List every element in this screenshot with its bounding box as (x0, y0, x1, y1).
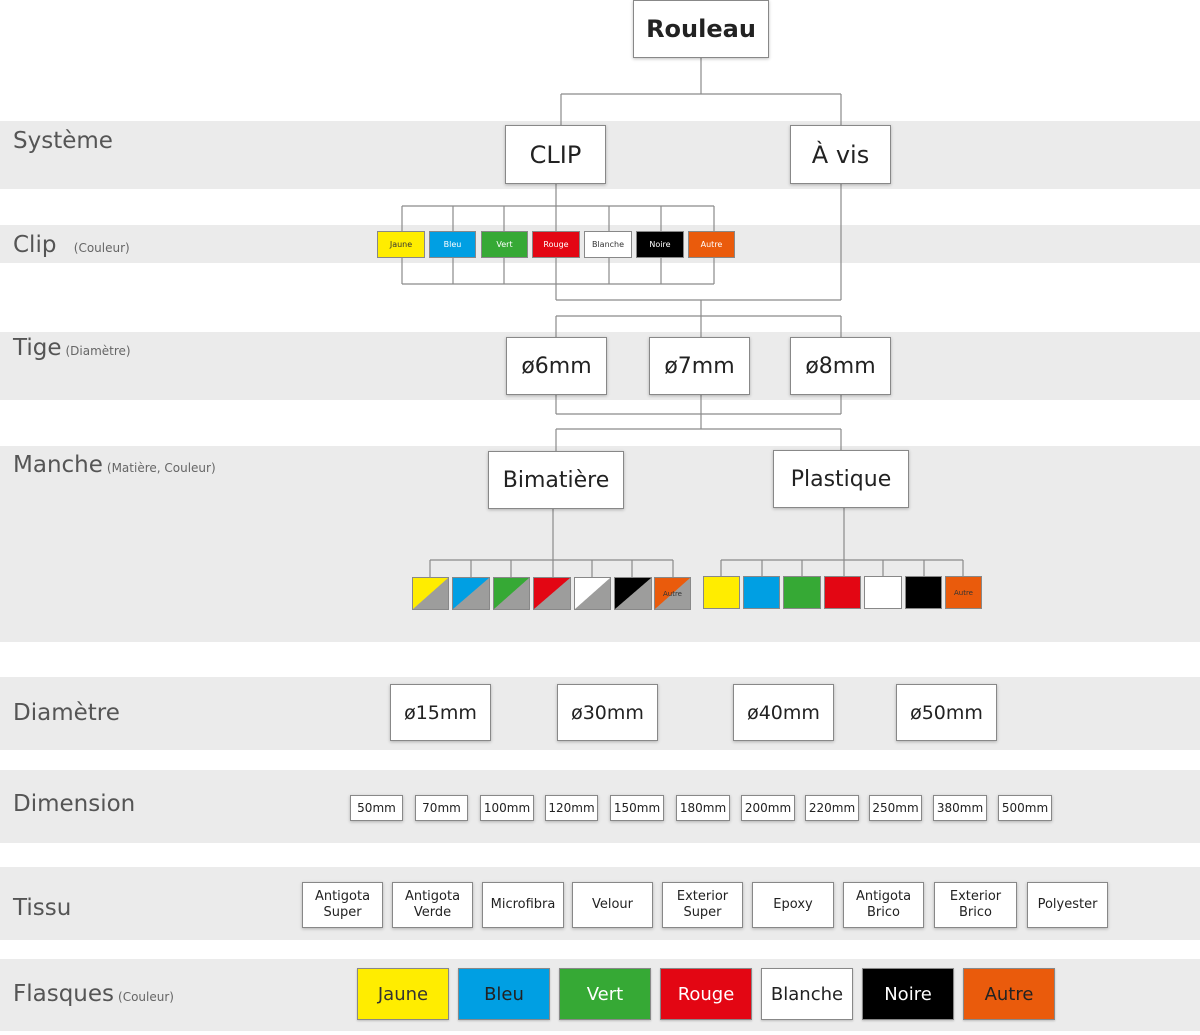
bimatiere-color-autre[interactable]: Autre (654, 577, 691, 610)
row-label-systeme: Système (13, 128, 113, 154)
row-sublabel-clip: (Couleur) (73, 241, 130, 255)
tissu-exterior-super[interactable]: Exterior Super (662, 882, 743, 928)
dimension-120mm[interactable]: 120mm (545, 795, 598, 821)
flasque-color-bleu[interactable]: Bleu (458, 968, 550, 1020)
tissu-epoxy-label: Epoxy (773, 897, 813, 912)
clip-color-bleu[interactable]: Bleu (429, 231, 476, 258)
clip-color-vert[interactable]: Vert (481, 231, 528, 258)
systeme-a-vis-node[interactable]: À vis (790, 125, 891, 184)
plastique-color-bleu[interactable] (743, 576, 780, 609)
systeme-clip-node[interactable]: CLIP (505, 125, 606, 184)
bimatiere-color-jaune[interactable] (412, 577, 449, 610)
row-label-tige: Tige (Diamètre) (13, 335, 131, 361)
plastique-color-blanche[interactable] (864, 576, 902, 609)
plastique-color-rouge[interactable] (824, 576, 861, 609)
clip-color-noire[interactable]: Noire (636, 231, 684, 258)
tissu-velour[interactable]: Velour (572, 882, 653, 928)
row-label-dimension: Dimension (13, 791, 136, 817)
flasque-color-vert[interactable]: Vert (559, 968, 651, 1020)
tissu-polyester[interactable]: Polyester (1027, 882, 1108, 928)
flasque-color-jaune[interactable]: Jaune (357, 968, 449, 1020)
tige-6mm-node[interactable]: ø6mm (506, 337, 607, 395)
plastique-color-autre[interactable]: Autre (945, 576, 982, 609)
row-label-flasques: Flasques (Couleur) (13, 981, 174, 1007)
dimension-70mm[interactable]: 70mm (415, 795, 468, 821)
tissu-velour-label: Velour (591, 897, 634, 912)
tissu-microfibra-label: Microfibra (490, 897, 556, 912)
tissu-antigota-brico-label: Antigota Brico (855, 889, 912, 920)
clip-color-blanche[interactable]: Blanche (584, 231, 632, 258)
bimatiere-color-blanche[interactable] (574, 577, 611, 610)
tissu-antigota-super-label: Antigota Super (314, 889, 371, 920)
row-sublabel-flasques: (Couleur) (118, 990, 174, 1004)
tissu-antigota-super[interactable]: Antigota Super (302, 882, 383, 928)
tissu-microfibra[interactable]: Microfibra (482, 882, 564, 928)
tissu-antigota-verde[interactable]: Antigota Verde (392, 882, 473, 928)
plastique-color-vert[interactable] (783, 576, 821, 609)
diametre-15mm-node[interactable]: ø15mm (390, 684, 491, 741)
bimatiere-autre-label: Autre (662, 589, 682, 598)
flasque-color-noire[interactable]: Noire (862, 968, 954, 1020)
flasque-color-blanche[interactable]: Blanche (761, 968, 853, 1020)
tige-8mm-node[interactable]: ø8mm (790, 337, 891, 395)
plastique-autre-label: Autre (953, 588, 973, 597)
dimension-100mm[interactable]: 100mm (480, 795, 534, 821)
tissu-exterior-brico[interactable]: Exterior Brico (934, 882, 1017, 928)
bimatiere-color-vert[interactable] (493, 577, 530, 610)
plastique-color-jaune[interactable] (703, 576, 740, 609)
dimension-200mm[interactable]: 200mm (741, 795, 795, 821)
row-label-manche: Manche (Matière, Couleur) (13, 452, 216, 478)
dimension-250mm[interactable]: 250mm (869, 795, 922, 821)
row-sublabel-manche: (Matière, Couleur) (106, 461, 216, 475)
clip-color-autre[interactable]: Autre (688, 231, 735, 258)
diametre-30mm-node[interactable]: ø30mm (557, 684, 658, 741)
dimension-380mm[interactable]: 380mm (933, 795, 987, 821)
diametre-50mm-node[interactable]: ø50mm (896, 684, 997, 741)
row-label-diametre: Diamètre (13, 700, 120, 726)
tissu-exterior-brico-label: Exterior Brico (949, 889, 1002, 920)
tissu-polyester-label: Polyester (1037, 897, 1098, 912)
clip-color-jaune[interactable]: Jaune (377, 231, 425, 258)
row-label-clip: Clip (Couleur) (13, 232, 130, 258)
bimatiere-color-bleu[interactable] (452, 577, 490, 610)
tige-7mm-node[interactable]: ø7mm (649, 337, 750, 395)
diametre-40mm-node[interactable]: ø40mm (733, 684, 834, 741)
dimension-500mm[interactable]: 500mm (998, 795, 1052, 821)
manche-plastique-node[interactable]: Plastique (773, 450, 909, 508)
plastique-color-noire[interactable] (905, 576, 942, 609)
flasque-color-rouge[interactable]: Rouge (660, 968, 752, 1020)
tissu-exterior-super-label: Exterior Super (676, 889, 729, 920)
dimension-50mm[interactable]: 50mm (350, 795, 403, 821)
dimension-220mm[interactable]: 220mm (805, 795, 859, 821)
root-node[interactable]: Rouleau (633, 0, 769, 58)
row-label-tissu: Tissu (13, 895, 72, 921)
row-sublabel-tige: (Diamètre) (65, 344, 131, 358)
tissu-antigota-verde-label: Antigota Verde (404, 889, 461, 920)
flasque-color-autre[interactable]: Autre (963, 968, 1055, 1020)
tissu-epoxy[interactable]: Epoxy (752, 882, 834, 928)
dimension-180mm[interactable]: 180mm (676, 795, 730, 821)
tissu-antigota-brico[interactable]: Antigota Brico (843, 882, 924, 928)
manche-bimatiere-node[interactable]: Bimatière (488, 451, 624, 509)
clip-color-rouge[interactable]: Rouge (532, 231, 580, 258)
bimatiere-color-rouge[interactable] (533, 577, 571, 610)
bimatiere-color-noire[interactable] (614, 577, 652, 610)
dimension-150mm[interactable]: 150mm (610, 795, 664, 821)
